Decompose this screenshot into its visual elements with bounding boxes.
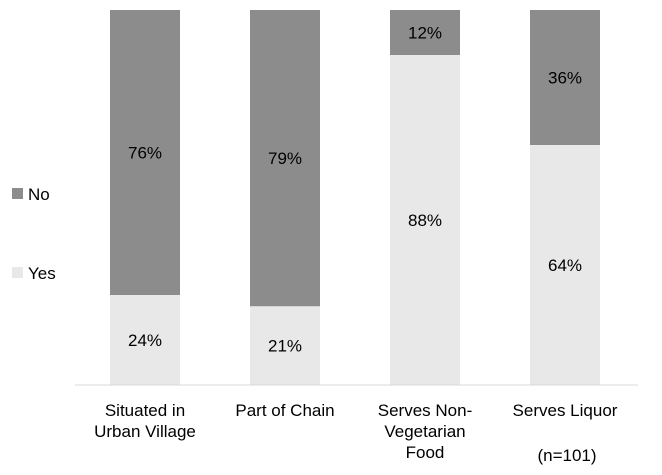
data-label-yes-2: 21%	[268, 337, 302, 356]
legend-label-yes: Yes	[28, 264, 56, 283]
category-label-3-line-3: Food	[406, 443, 445, 462]
category-labels-layer: Situated in Urban Village Part of Chain Ser…	[94, 401, 618, 462]
bar-segment-no-3	[390, 10, 460, 55]
category-label-1-line-2: Urban Village	[94, 422, 196, 441]
data-labels-layer: 24% 76% 21% 79% 88% 12% 64% 36%	[128, 24, 582, 356]
sample-size-note: (n=101)	[537, 446, 596, 465]
category-label-3-line-1: Serves Non-	[378, 401, 472, 420]
legend-swatch-no	[12, 188, 23, 199]
data-label-yes-3: 88%	[408, 211, 442, 230]
data-label-no-4: 36%	[548, 69, 582, 88]
bar-segment-no-4	[530, 10, 600, 145]
legend-label-no: No	[28, 185, 50, 204]
bar-segment-yes-2	[250, 306, 320, 385]
legend: No Yes	[12, 185, 56, 283]
data-label-no-2: 79%	[268, 149, 302, 168]
bar-segment-yes-1	[110, 295, 180, 385]
bar-segment-yes-3	[390, 55, 460, 385]
category-label-2-line-1: Part of Chain	[235, 401, 334, 420]
bar-segment-no-1	[110, 10, 180, 295]
bar-segment-yes-4	[530, 145, 600, 385]
category-label-1-line-1: Situated in	[105, 401, 185, 420]
category-label-4-line-1: Serves Liquor	[513, 401, 618, 420]
data-label-yes-1: 24%	[128, 331, 162, 350]
bars-layer	[110, 10, 600, 385]
data-label-no-3: 12%	[408, 24, 442, 43]
data-label-no-1: 76%	[128, 144, 162, 163]
category-label-3-line-2: Vegetarian	[384, 422, 465, 441]
data-label-yes-4: 64%	[548, 256, 582, 275]
bar-segment-no-2	[250, 10, 320, 307]
legend-swatch-yes	[12, 267, 23, 278]
